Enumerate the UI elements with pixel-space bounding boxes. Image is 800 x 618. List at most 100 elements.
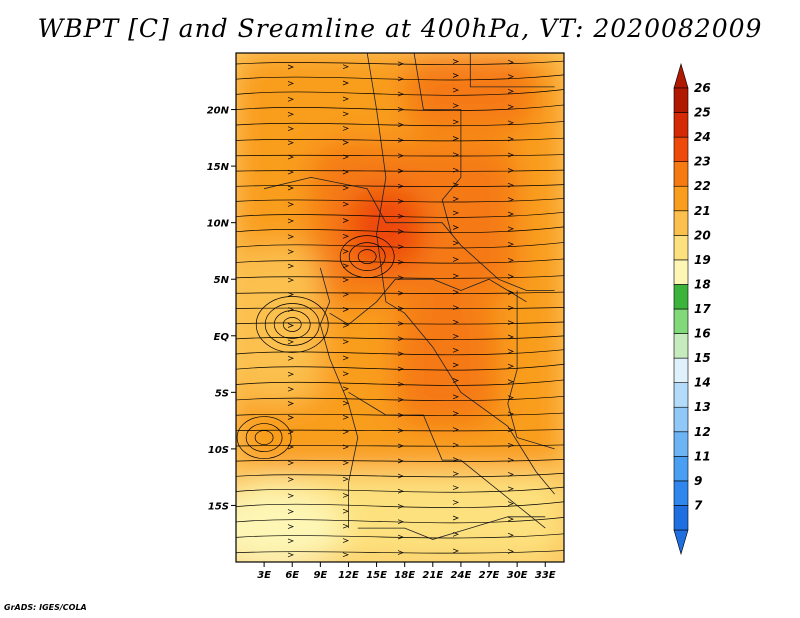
streamline-arrow — [452, 225, 459, 230]
streamline-arrow — [342, 476, 349, 482]
streamline-arrow — [452, 87, 459, 93]
streamline — [236, 104, 564, 111]
streamline-arrow — [287, 444, 294, 450]
map-area — [231, 53, 569, 569]
colorbar-label: 14 — [694, 376, 711, 390]
streamline-arrow — [452, 457, 459, 462]
colorbar-segment — [673, 456, 689, 482]
streamline-arrow — [452, 347, 459, 353]
streamline-arrow — [507, 226, 514, 232]
streamline-arrow — [287, 185, 294, 191]
y-tick-label: 10N — [207, 219, 230, 230]
y-tick-label: EQ — [214, 332, 230, 343]
streamline-arrow — [452, 319, 459, 325]
vortex-ring — [254, 430, 274, 445]
streamline-arrow — [397, 122, 404, 128]
colorbar-label: 7 — [694, 498, 703, 512]
colorbar-segment — [673, 357, 689, 383]
streamline-arrow — [287, 371, 294, 377]
streamline-arrow — [452, 167, 459, 173]
field-region-peak-core — [348, 188, 424, 268]
colorbar-segment — [673, 284, 689, 310]
streamline-arrow — [452, 196, 459, 202]
field-region-north-east — [404, 53, 536, 133]
colorbar-label: 9 — [694, 474, 702, 488]
country-borders — [264, 53, 555, 540]
streamline-arrow — [508, 565, 513, 569]
x-tick-label: 3E — [257, 570, 271, 581]
streamline — [236, 429, 564, 432]
streamline-arrow — [287, 234, 294, 240]
streamline-arrow — [507, 501, 514, 506]
colorbar-label: 25 — [694, 106, 711, 120]
streamline-arrow — [287, 140, 294, 146]
border-line — [507, 290, 555, 450]
streamline-arrow — [342, 371, 349, 377]
colorbar-label: 23 — [694, 155, 711, 169]
streamline-arrow — [397, 428, 404, 433]
streamline-arrow — [507, 411, 514, 417]
streamline-arrow — [507, 532, 514, 538]
streamline-arrow — [342, 249, 349, 254]
streamline-arrow — [397, 321, 404, 326]
streamline-arrow — [287, 111, 294, 117]
streamline-arrow — [397, 336, 404, 342]
streamline-arrow — [342, 80, 349, 86]
streamline — [236, 89, 564, 96]
streamline-arrow — [452, 289, 459, 295]
streamline-arrow — [342, 64, 349, 70]
streamline-arrow — [287, 154, 294, 160]
border-line — [413, 53, 462, 235]
colorbar-segment — [673, 382, 689, 408]
streamline — [236, 137, 564, 142]
streamline-arrow — [287, 263, 294, 269]
streamline-arrow — [342, 414, 349, 420]
streamline-arrow — [507, 74, 514, 79]
streamline-arrow — [507, 472, 514, 477]
streamline-arrow — [507, 516, 514, 522]
streamline-arrow — [452, 73, 459, 78]
streamline-arrow — [342, 493, 349, 498]
streamline-arrow — [507, 379, 514, 385]
streamline-arrow — [452, 257, 459, 262]
streamline-arrow — [342, 277, 349, 283]
streamline-arrow — [397, 183, 404, 189]
streamline-arrow — [342, 169, 349, 175]
vortex-ring — [273, 310, 311, 339]
colorbar-segment — [673, 136, 689, 162]
streamline-arrow — [397, 213, 404, 219]
colorbar-label: 12 — [694, 425, 711, 439]
colorbar-label: 17 — [694, 302, 711, 316]
streamline-arrow — [507, 104, 514, 110]
x-tick-label: 30E — [507, 570, 528, 581]
streamline-arrow — [397, 275, 404, 281]
streamline-arrow — [507, 427, 514, 433]
streamline-arrow — [452, 471, 459, 477]
streamline-arrow — [507, 363, 514, 369]
streamline-arrow — [342, 508, 349, 514]
colorbar-segment — [673, 112, 689, 138]
streamline-arrow — [342, 263, 349, 269]
streamline-arrow — [452, 378, 459, 383]
border-line — [329, 278, 527, 325]
streamline-arrow — [287, 460, 294, 466]
streamline-arrow — [342, 460, 349, 466]
colorbar-segment — [673, 259, 689, 285]
colorbar-segment — [673, 87, 689, 113]
field-region-gulf-guinea — [236, 245, 321, 404]
vortex-ring — [348, 242, 386, 271]
streamline-arrow — [452, 273, 459, 279]
streamline-arrow — [507, 197, 514, 202]
streamline — [231, 567, 569, 569]
streamline-arrow — [397, 198, 404, 204]
streamline — [236, 550, 564, 554]
streamline-arrow — [397, 473, 404, 479]
streamline-arrow — [507, 88, 514, 94]
streamline-arrow — [397, 290, 404, 296]
streamline-arrow — [287, 355, 294, 361]
streamline-arrow — [287, 538, 294, 544]
streamline — [236, 226, 564, 234]
streamline — [236, 459, 564, 462]
streamline-arrow — [452, 305, 459, 310]
